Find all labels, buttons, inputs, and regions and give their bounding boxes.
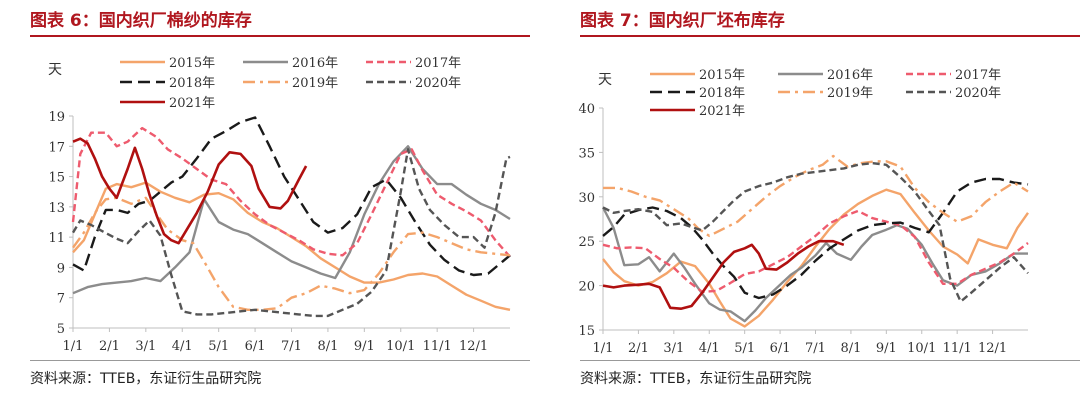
- series-line-2016: [601, 206, 1028, 323]
- series-line-2019: [72, 196, 511, 311]
- source-divider: [580, 360, 1080, 361]
- legend-label-2021: 2021年: [699, 104, 745, 119]
- y-tick-label: 5: [57, 322, 65, 337]
- x-tick-label: 4/1: [172, 339, 193, 354]
- x-tick-label: 11/1: [423, 339, 452, 354]
- x-tick-label: 9/1: [354, 339, 375, 354]
- y-tick-label: 11: [48, 231, 65, 246]
- series-line-2017: [71, 126, 511, 258]
- y-tick-label: 35: [578, 146, 595, 161]
- series-line-2019: [603, 154, 1029, 238]
- chart-title: 图表 6：国内织厂棉纱的库存: [30, 11, 252, 31]
- legend-label-2017: 2017年: [955, 68, 1001, 83]
- x-tick-label: 8/1: [840, 341, 861, 356]
- legend-label-2018: 2018年: [169, 76, 215, 91]
- y-tick-label: 19: [48, 110, 65, 125]
- chart-panel-cotton-yarn: 图表 6：国内织厂棉纱的库存 5 7 9 11 13 15 17 19 1/1 2/1 3/1 4/1…: [0, 0, 530, 409]
- x-tick-label: 12/1: [459, 339, 488, 354]
- x-tick-label: 4/1: [699, 341, 720, 356]
- x-tick-label: 8/1: [317, 339, 338, 354]
- y-axis-unit-label: 天: [48, 62, 62, 78]
- series-line-2020: [602, 161, 1029, 303]
- x-tick-label: 7/1: [281, 339, 302, 354]
- legend-label-2015: 2015年: [699, 68, 745, 83]
- x-tick-label: 9/1: [876, 341, 897, 356]
- series-line-2020: [71, 148, 511, 318]
- y-tick-label: 17: [48, 140, 65, 155]
- x-tick-label: 1/1: [63, 339, 84, 354]
- y-tick-label: 20: [578, 280, 595, 295]
- y-tick-label: 25: [578, 235, 595, 250]
- chart-source: 资料来源：TTEB，东证衍生品研究院: [30, 371, 262, 387]
- chart-panel-grey-fabric: 图表 7：国内织厂坯布库存 15 20 25 30 35 40 1/1 2/1 3/1 4/1 5/…: [550, 0, 1080, 409]
- legend-label-2018: 2018年: [699, 86, 745, 101]
- title-divider: [580, 35, 1080, 37]
- grey-fabric-inventory-chart: 15 20 25 30 35 40 1/1 2/1 3/1 4/1 5/1 6/1 7/1 8/1 9/1 1…: [578, 68, 1029, 356]
- series-line-2015: [602, 188, 1029, 328]
- legend-label-2015: 2015年: [169, 56, 215, 71]
- series-line-2016: [72, 145, 511, 295]
- y-tick-label: 7: [57, 292, 65, 307]
- series-line-2021: [602, 239, 845, 310]
- y-tick-label: 15: [48, 171, 65, 186]
- y-tick-label: 40: [578, 102, 595, 117]
- series-line-2018: [72, 116, 511, 277]
- legend-label-2016: 2016年: [292, 56, 338, 71]
- x-tick-label: 1/1: [593, 341, 614, 356]
- x-tick-label: 6/1: [770, 341, 791, 356]
- y-axis-unit-label: 天: [598, 72, 612, 88]
- x-tick-label: 10/1: [907, 341, 936, 356]
- x-tick-label: 11/1: [943, 341, 972, 356]
- x-tick-label: 10/1: [386, 339, 415, 354]
- x-tick-label: 7/1: [805, 341, 826, 356]
- x-tick-label: 3/1: [135, 339, 156, 354]
- title-divider: [30, 35, 530, 37]
- chart-source: 资料来源：TTEB，东证衍生品研究院: [580, 371, 812, 387]
- cotton-yarn-inventory-chart: 5 7 9 11 13 15 17 19 1/1 2/1 3/1 4/1 5/1 6/1 7/1 8/1 9/1…: [48, 56, 511, 354]
- y-tick-label: 15: [578, 324, 595, 339]
- legend-label-2019: 2019年: [292, 76, 338, 91]
- source-divider: [30, 360, 530, 361]
- series-line-2017: [602, 209, 1029, 293]
- y-tick-label: 13: [48, 201, 65, 216]
- legend-label-2021: 2021年: [169, 96, 215, 111]
- legend-label-2020: 2020年: [955, 86, 1001, 101]
- chart-title: 图表 7：国内织厂坯布库存: [580, 11, 785, 31]
- legend-label-2016: 2016年: [827, 68, 873, 83]
- legend-label-2020: 2020年: [415, 76, 461, 91]
- x-tick-label: 5/1: [208, 339, 229, 354]
- x-tick-label: 6/1: [245, 339, 266, 354]
- x-tick-label: 12/1: [978, 341, 1007, 356]
- x-tick-label: 5/1: [734, 341, 755, 356]
- x-tick-label: 2/1: [99, 339, 120, 354]
- legend-label-2019: 2019年: [827, 86, 873, 101]
- y-tick-label: 30: [578, 191, 595, 206]
- series-line-2021: [72, 137, 308, 245]
- series-line-2018: [602, 177, 1029, 300]
- x-tick-label: 3/1: [663, 341, 684, 356]
- x-tick-label: 2/1: [628, 341, 649, 356]
- y-tick-label: 9: [57, 261, 65, 276]
- legend-label-2017: 2017年: [415, 56, 461, 71]
